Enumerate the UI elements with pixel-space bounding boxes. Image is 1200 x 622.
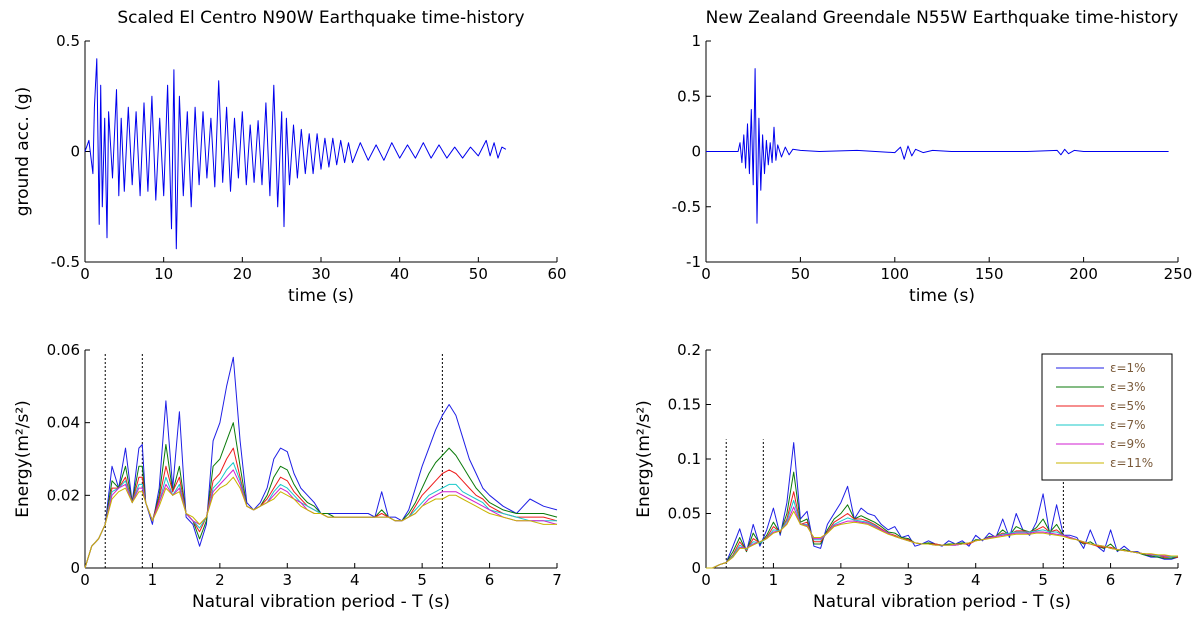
x-tick-label: 20 xyxy=(233,265,252,283)
y-tick-label: 0 xyxy=(70,559,80,577)
x-tick-label: 7 xyxy=(1173,571,1183,589)
y-tick-label: 0.04 xyxy=(47,414,80,432)
y-axis-label: Energy(m²/s²) xyxy=(13,400,33,518)
chart-title: Scaled El Centro N90W Earthquake time-hi… xyxy=(117,8,524,28)
legend-label: ε=11% xyxy=(1110,456,1153,470)
y-tick-label: -1 xyxy=(686,253,701,271)
legend-label: ε=5% xyxy=(1110,399,1146,413)
y-tick-label: 0.2 xyxy=(677,341,701,359)
series-line-0 xyxy=(706,442,1179,569)
chart-elcentro_energy: 0 1 2 3 4 5 6 7 0 0.02 0.04 0.06 Natural vibration p… xyxy=(13,341,562,612)
x-tick-label: 5 xyxy=(1038,571,1048,589)
x-tick-label: 4 xyxy=(971,571,981,589)
x-tick-label: 40 xyxy=(390,265,409,283)
legend-label: ε=1% xyxy=(1110,361,1146,375)
x-axis-label: time (s) xyxy=(288,286,354,306)
chart-greendale_acc: 0 50 100 150 200 250 -1 -0.5 0 0.5 1 New Zealand Gr… xyxy=(672,8,1193,306)
y-axis-label: Energy(m²/s²) xyxy=(634,400,654,518)
y-axis-label: ground acc. (g) xyxy=(13,87,33,217)
x-tick-label: 60 xyxy=(547,265,566,283)
x-tick-label: 5 xyxy=(417,571,427,589)
y-tick-label: -0.5 xyxy=(672,198,701,216)
x-tick-label: 1 xyxy=(148,571,158,589)
series-line-3 xyxy=(706,499,1179,569)
x-tick-label: 1 xyxy=(769,571,779,589)
x-tick-label: 150 xyxy=(975,265,1004,283)
y-tick-label: 0.5 xyxy=(56,32,80,50)
y-tick-label: 1 xyxy=(691,32,701,50)
x-tick-label: 3 xyxy=(283,571,293,589)
x-tick-label: 30 xyxy=(311,265,330,283)
series-line-0 xyxy=(84,356,558,569)
legend: ε=1% ε=3% ε=5% ε=7% ε=9% ε=11% xyxy=(1041,353,1173,481)
x-tick-label: 7 xyxy=(552,571,562,589)
x-tick-label: 6 xyxy=(1106,571,1116,589)
series-line-2 xyxy=(706,491,1178,569)
y-tick-label: 0.1 xyxy=(677,450,701,468)
x-axis-label: Natural vibration period - T (s) xyxy=(813,592,1071,612)
series-line-4 xyxy=(84,469,558,569)
series-line-3 xyxy=(84,462,557,569)
x-tick-label: 0 xyxy=(701,571,711,589)
x-tick-label: 4 xyxy=(350,571,360,589)
series-line-0 xyxy=(706,68,1169,224)
x-tick-label: 10 xyxy=(154,265,173,283)
x-tick-label: 3 xyxy=(904,571,914,589)
x-tick-label: 50 xyxy=(791,265,810,283)
series-line-0 xyxy=(84,58,507,250)
y-tick-label: 0 xyxy=(691,559,701,577)
legend-label: ε=9% xyxy=(1110,437,1146,451)
x-tick-label: 250 xyxy=(1164,265,1193,283)
series-line-5 xyxy=(706,510,1178,569)
y-tick-label: 0.06 xyxy=(47,341,80,359)
x-tick-label: 0 xyxy=(80,265,90,283)
x-tick-label: 2 xyxy=(215,571,225,589)
x-tick-label: 200 xyxy=(1069,265,1098,283)
x-tick-label: 0 xyxy=(80,571,90,589)
y-tick-label: -0.5 xyxy=(51,253,80,271)
x-axis-label: Natural vibration period - T (s) xyxy=(192,592,450,612)
series-line-1 xyxy=(84,422,558,569)
y-tick-label: 0.15 xyxy=(668,396,701,414)
legend-box xyxy=(1041,353,1173,481)
x-tick-label: 6 xyxy=(485,571,495,589)
y-tick-label: 0 xyxy=(691,143,701,161)
series-line-5 xyxy=(84,476,557,569)
x-tick-label: 100 xyxy=(880,265,909,283)
x-axis-label: time (s) xyxy=(909,286,975,306)
y-tick-label: 0.02 xyxy=(47,486,80,504)
y-tick-label: 0.05 xyxy=(668,505,701,523)
series-line-4 xyxy=(706,506,1178,569)
y-tick-label: 0 xyxy=(70,143,80,161)
x-tick-label: 2 xyxy=(836,571,846,589)
legend-label: ε=3% xyxy=(1110,380,1146,394)
x-tick-label: 0 xyxy=(701,265,711,283)
chart-greendale_energy: 0 1 2 3 4 5 6 7 0 0.05 0.1 0.15 0.2 Natural vibration… xyxy=(634,341,1183,612)
y-tick-label: 0.5 xyxy=(677,87,701,105)
x-tick-label: 50 xyxy=(469,265,488,283)
legend-label: ε=7% xyxy=(1110,418,1146,432)
chart-title: New Zealand Greendale N55W Earthquake ti… xyxy=(706,8,1179,28)
